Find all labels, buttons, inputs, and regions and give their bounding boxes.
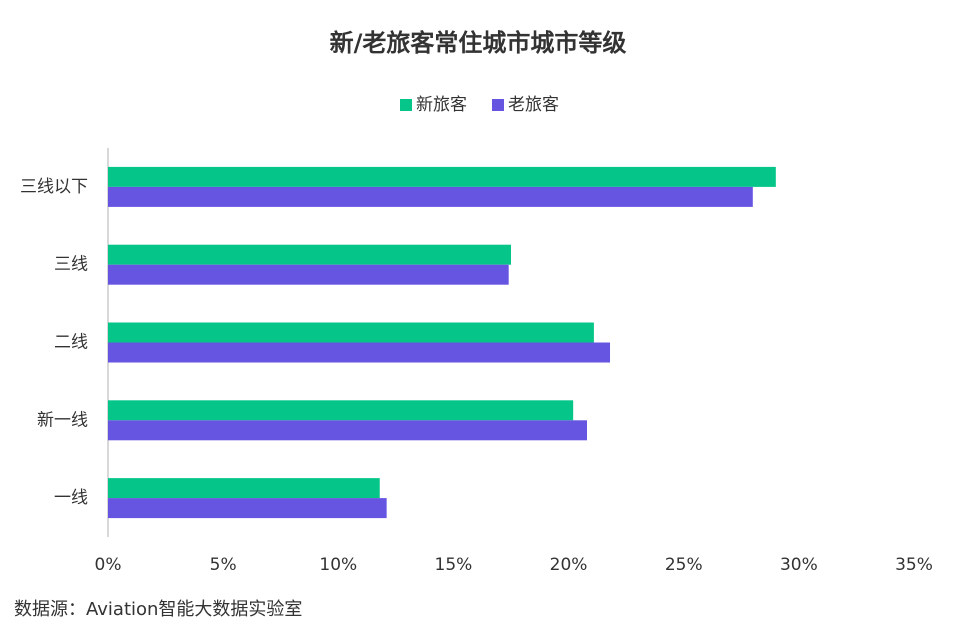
legend-label: 老旅客 xyxy=(508,95,559,115)
x-tick-label: 20% xyxy=(550,555,588,575)
x-tick-label: 25% xyxy=(665,555,703,575)
y-tick-label: 一线 xyxy=(54,488,88,508)
bar xyxy=(108,186,753,207)
x-tick-label: 0% xyxy=(95,555,122,575)
y-tick-label: 新一线 xyxy=(37,410,88,430)
bar xyxy=(108,264,509,285)
x-tick-label: 35% xyxy=(895,555,933,575)
x-tick-label: 30% xyxy=(780,555,818,575)
bar xyxy=(108,342,611,363)
legend-swatch xyxy=(492,99,504,111)
chart-title: 新/老旅客常住城市城市等级 xyxy=(330,29,627,57)
y-tick-label: 三线以下 xyxy=(20,177,88,197)
bar xyxy=(108,478,380,499)
bar xyxy=(108,322,594,343)
bar xyxy=(108,400,574,421)
legend-swatch xyxy=(400,99,412,111)
bar xyxy=(108,420,587,441)
legend-label: 新旅客 xyxy=(416,95,467,115)
bar xyxy=(108,166,776,187)
source-note: 数据源：Aviation智能大数据实验室 xyxy=(14,599,302,620)
x-tick-label: 10% xyxy=(319,555,357,575)
bar xyxy=(108,498,387,519)
y-tick-label: 三线 xyxy=(54,255,88,275)
x-tick-label: 15% xyxy=(435,555,473,575)
x-tick-label: 5% xyxy=(210,555,237,575)
bar xyxy=(108,244,511,265)
y-tick-label: 二线 xyxy=(54,333,88,353)
